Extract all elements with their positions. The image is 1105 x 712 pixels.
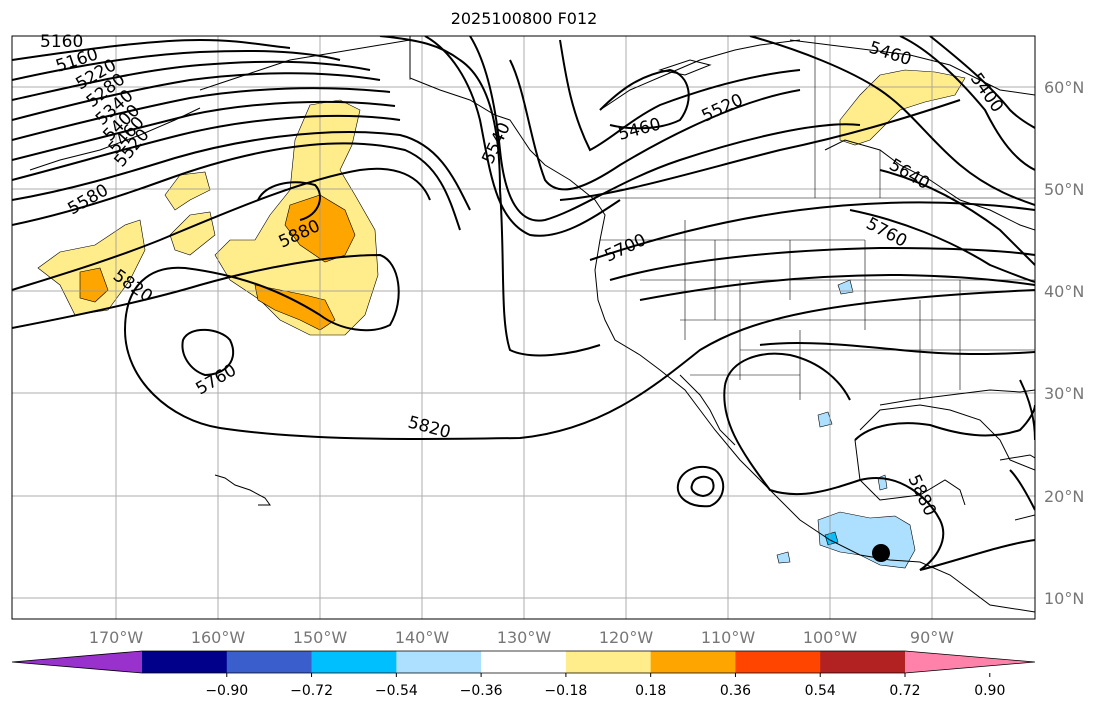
colorbar-tick-label: 0.90 (974, 683, 1005, 699)
lon-tick-label: 130°W (497, 628, 552, 647)
lon-tick-label: 170°W (89, 628, 144, 647)
colorbar-segment (650, 651, 736, 673)
colorbar-tick-label: 0.18 (635, 683, 666, 699)
lon-tick-label: 90°W (910, 628, 954, 647)
colorbar-tick-label: −0.72 (290, 683, 333, 699)
colorbar-extend-low (12, 651, 142, 673)
colorbar-segment (396, 651, 482, 673)
colorbar-segment (311, 651, 397, 673)
lat-tick-label: 60°N (1044, 78, 1084, 97)
lon-tick-label: 160°W (191, 628, 246, 647)
lon-tick-label: 140°W (395, 628, 450, 647)
colorbar-tick-label: 0.54 (805, 683, 836, 699)
colorbar-segment (481, 651, 567, 673)
colorbar-tick-label: 0.36 (720, 683, 751, 699)
colorbar-tick-label: −0.90 (205, 683, 248, 699)
colorbar-tick-label: 0.72 (889, 683, 920, 699)
map-title: 2025100800 F012 (450, 9, 598, 28)
storm-center-marker (872, 544, 890, 562)
colorbar: −0.90 −0.72 −0.54 −0.36 −0.18 0.18 0.36 0.54 0.7… (11, 650, 1036, 699)
lon-tick-label: 120°W (599, 628, 654, 647)
lon-tick-label: 110°W (701, 628, 756, 647)
height-contours (12, 36, 1035, 571)
longitude-tick-labels: 170°W 160°W 150°W 140°W 130°W 120°W 110°… (89, 628, 954, 647)
colorbar-segment (565, 651, 652, 673)
colorbar-segment (142, 651, 228, 673)
colorbar-segment (735, 651, 821, 673)
lon-tick-label: 150°W (293, 628, 348, 647)
colorbar-segment (226, 651, 313, 673)
colorbar-segment (820, 651, 906, 673)
lat-tick-label: 30°N (1044, 384, 1084, 403)
lon-tick-label: 100°W (803, 628, 858, 647)
negative-anomaly-regions (776, 279, 916, 569)
contour-label: 5160 (40, 32, 83, 52)
lat-tick-label: 10°N (1044, 589, 1084, 608)
colorbar-extend-high (905, 651, 1035, 673)
colorbar-tick-label: −0.36 (460, 683, 503, 699)
lat-tick-label: 40°N (1044, 282, 1084, 301)
latitude-tick-labels: 60°N 50°N 40°N 30°N 20°N 10°N (1044, 78, 1084, 608)
map-border (11, 35, 1036, 620)
colorbar-tick-label: −0.54 (375, 683, 418, 699)
colorbar-outline (11, 650, 1036, 674)
lat-tick-label: 50°N (1044, 180, 1084, 199)
colorbar-tick-label: −0.18 (544, 683, 587, 699)
lat-tick-label: 20°N (1044, 487, 1084, 506)
